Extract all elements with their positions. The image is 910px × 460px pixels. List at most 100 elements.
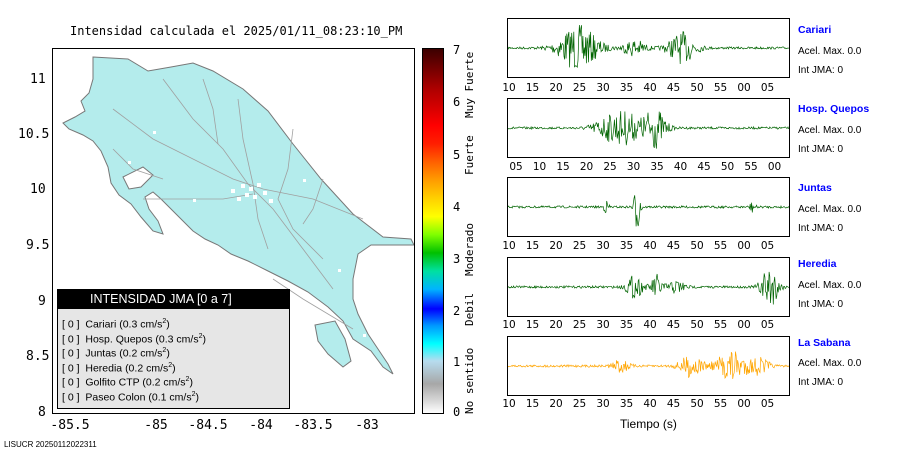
waveform-tick: 55 <box>713 319 728 331</box>
y-tick: 9.5 <box>26 238 50 253</box>
x-tick: -84 <box>249 418 273 433</box>
waveform-tick: 50 <box>690 82 704 94</box>
x-tick: -84.5 <box>188 418 228 433</box>
legend-title: INTENSIDAD JMA [0 a 7] <box>58 290 289 309</box>
waveform-trace <box>508 351 789 379</box>
waveform-tick: 15 <box>525 398 540 410</box>
station-accel: Acel. Max. 0.0 <box>798 46 862 57</box>
waveform-tick: 15 <box>525 82 540 94</box>
waveform-tick: 30 <box>596 82 610 94</box>
colorbar-tick: 7 <box>453 43 461 57</box>
road-network <box>112 78 364 330</box>
waveform-tick: 55 <box>713 398 728 410</box>
waveform-line <box>508 111 789 149</box>
x-tick: -83 <box>355 418 379 433</box>
legend-row: [ 0 ] Hosp. Quepos (0.3 cm/s2) <box>62 332 206 346</box>
waveform-tick: 10 <box>502 82 516 94</box>
waveform-panel[interactable] <box>507 98 790 158</box>
waveform-tick: 50 <box>690 398 704 410</box>
waveform-panel[interactable] <box>507 177 790 237</box>
waveform-tick: 45 <box>666 319 681 331</box>
y-tick: 11 <box>30 72 46 87</box>
waveform-tick: 20 <box>549 240 563 252</box>
waveform-tick: 35 <box>619 398 634 410</box>
waveform-tick: 45 <box>666 240 681 252</box>
waveform-line <box>508 24 789 69</box>
waveform-tick: 00 <box>737 82 751 94</box>
station-name: Juntas <box>798 182 832 194</box>
waveform-tick: 25 <box>572 240 587 252</box>
colorbar-label: Muy Fuerte <box>463 51 476 118</box>
waveform-tick: 50 <box>720 161 735 173</box>
waveform-tick: 05 <box>760 240 775 252</box>
waveform-tick: 35 <box>619 240 634 252</box>
waveform-tick: 40 <box>673 161 688 173</box>
waveform-panel[interactable] <box>507 336 790 396</box>
x-tick: -83.5 <box>293 418 333 433</box>
waveform-panel[interactable] <box>507 257 790 317</box>
y-tick: 8 <box>38 405 46 420</box>
x-tick: -85.5 <box>50 418 90 433</box>
waveform-tick: 45 <box>697 161 711 173</box>
waveform-tick: 40 <box>643 398 657 410</box>
waveform-tick: 35 <box>650 161 664 173</box>
nicoya-gulf <box>122 166 154 190</box>
colorbar-label: Debil <box>463 292 476 326</box>
colorbar-label: Fuerte <box>463 135 476 175</box>
waveform-tick: 35 <box>619 319 634 331</box>
waveform-tick: 20 <box>549 82 563 94</box>
y-tick: 8.5 <box>26 349 50 364</box>
station-name: Cariari <box>798 24 832 36</box>
colorbar-tick: 5 <box>453 148 461 162</box>
waveform-tick: 00 <box>767 161 782 173</box>
station-name: Heredia <box>798 258 837 270</box>
waveform-tick: 20 <box>549 319 563 331</box>
costa-rica-map <box>62 56 414 375</box>
intensity-legend: INTENSIDAD JMA [0 a 7] [ 0 ] Cariari (0.… <box>57 289 290 409</box>
waveform-tick: 20 <box>549 398 563 410</box>
waveform-trace <box>508 195 789 227</box>
waveform-line <box>508 351 789 379</box>
station-accel: Acel. Max. 0.0 <box>798 358 862 369</box>
waveform-tick: 00 <box>737 398 751 410</box>
waveform-line <box>508 195 789 227</box>
station-jma: Int JMA: 0 <box>798 223 844 234</box>
legend-row: [ 0 ] Golfito CTP (0.2 cm/s2) <box>62 376 193 389</box>
waveform-tick: 55 <box>713 240 728 252</box>
station-jma: Int JMA: 0 <box>798 299 844 310</box>
waveform-tick: 10 <box>532 161 547 173</box>
waveform-trace <box>508 111 789 149</box>
waveform-tick: 15 <box>556 161 570 173</box>
waveform-tick: 00 <box>737 240 751 252</box>
legend-row: [ 0 ] Paseo Colon (0.1 cm/s2) <box>62 390 199 404</box>
waveform-tick: 10 <box>502 240 516 252</box>
waveform-tick: 40 <box>643 82 657 94</box>
waveform-tick: 10 <box>502 398 516 410</box>
waveform-trace <box>508 24 789 69</box>
legend-row: [ 0 ] Juntas (0.2 cm/s2) <box>62 347 170 360</box>
station-jma: Int JMA: 0 <box>798 65 844 76</box>
waveform-tick: 05 <box>509 161 523 173</box>
waveform-tick: 30 <box>596 240 610 252</box>
colorbar-tick: 3 <box>453 252 461 266</box>
intensity-colorbar <box>422 48 444 414</box>
waveform-tick: 05 <box>760 319 775 331</box>
footer-id: LISUCR 20250112022311 <box>4 440 97 449</box>
station-accel: Acel. Max. 0.0 <box>798 125 862 136</box>
station-name: La Sabana <box>798 337 851 349</box>
waveform-tick: 40 <box>643 319 657 331</box>
station-name: Hosp. Quepos <box>798 103 870 115</box>
y-tick: 10.5 <box>18 127 50 142</box>
osa-peninsula <box>314 320 352 368</box>
waveform-tick: 50 <box>690 319 704 331</box>
colorbar-tick: 4 <box>453 200 461 214</box>
colorbar-tick: 1 <box>453 355 461 369</box>
waveform-tick: 00 <box>737 319 751 331</box>
y-tick: 10 <box>30 182 46 197</box>
waveform-tick: 25 <box>572 398 587 410</box>
waveform-panel[interactable] <box>507 18 790 78</box>
waveform-tick: 25 <box>572 82 587 94</box>
y-tick: 9 <box>38 294 46 309</box>
waveform-tick: 30 <box>596 398 610 410</box>
waveform-tick: 10 <box>502 319 516 331</box>
